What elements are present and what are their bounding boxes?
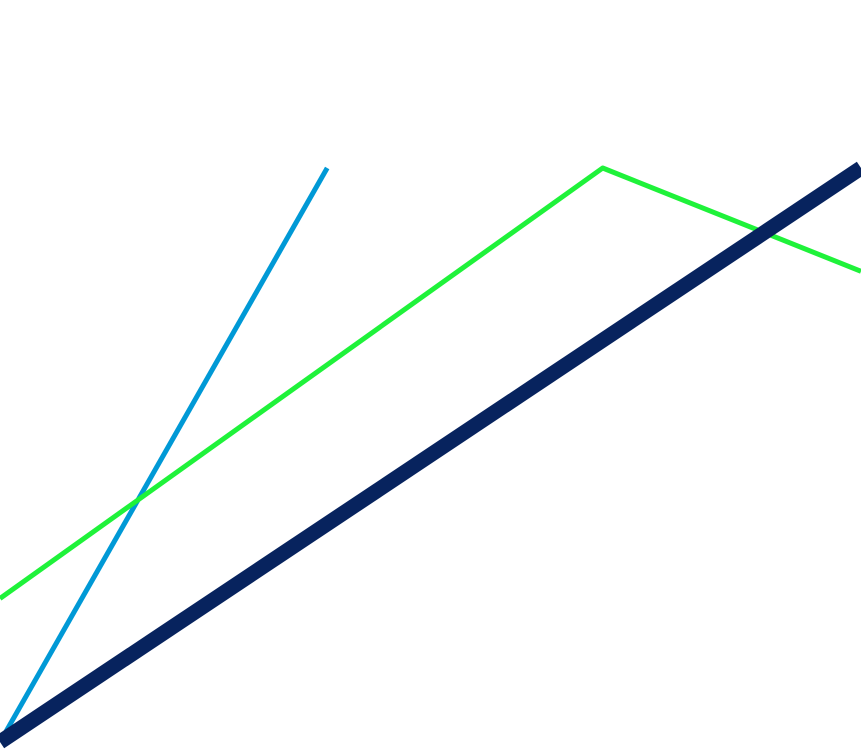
series-line-3 xyxy=(0,161,861,749)
series-line-1 xyxy=(0,166,330,744)
series-layer xyxy=(0,161,861,749)
series-line-2 xyxy=(0,165,861,601)
